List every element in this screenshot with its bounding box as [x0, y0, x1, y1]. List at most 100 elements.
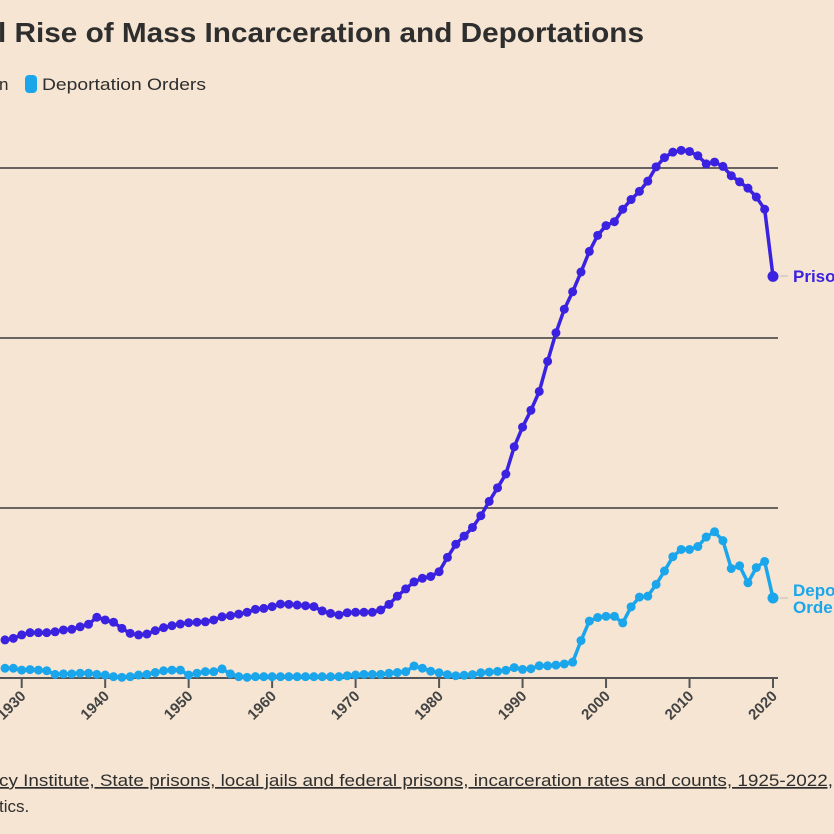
data-point	[501, 469, 511, 479]
series-end-label-deportation-line2: Orde	[793, 598, 833, 617]
data-point	[134, 630, 144, 640]
series-end-label-prison: Priso	[793, 267, 834, 286]
data-point	[309, 672, 319, 682]
series-line	[4, 148, 775, 642]
data-point	[8, 633, 18, 643]
data-point	[493, 483, 503, 493]
data-point	[75, 622, 85, 632]
source-text: tics.	[0, 797, 29, 816]
data-point	[275, 599, 285, 609]
data-point	[309, 602, 319, 612]
data-point	[643, 176, 653, 186]
data-point	[225, 611, 235, 621]
data-point	[551, 660, 561, 670]
data-point	[551, 328, 561, 338]
data-point	[392, 668, 402, 678]
series-deportation	[0, 527, 779, 682]
data-point	[50, 627, 60, 637]
data-point	[200, 617, 210, 627]
data-point	[367, 669, 377, 679]
x-tick-label: 1980	[411, 688, 447, 724]
data-point	[217, 612, 227, 622]
data-point	[609, 217, 619, 227]
series-prison	[0, 145, 779, 645]
data-point	[701, 532, 711, 542]
data-point	[159, 623, 169, 633]
data-point	[534, 386, 544, 396]
data-point	[192, 668, 202, 678]
data-point	[760, 556, 770, 566]
data-point	[501, 665, 511, 675]
data-point	[426, 571, 436, 581]
data-point	[67, 624, 77, 634]
x-tick-label: 1940	[77, 688, 113, 724]
data-point	[234, 609, 244, 619]
x-tick-label: 2000	[578, 688, 614, 724]
data-point	[342, 608, 352, 618]
data-point	[609, 611, 619, 621]
data-point	[209, 615, 219, 625]
data-point	[250, 672, 260, 682]
data-point	[568, 287, 578, 297]
data-point	[0, 663, 10, 673]
data-point	[326, 608, 336, 618]
data-point	[442, 670, 452, 680]
data-point	[326, 672, 336, 682]
data-point	[376, 669, 386, 679]
data-point	[342, 671, 352, 681]
data-point	[409, 577, 419, 587]
data-point	[634, 186, 644, 196]
data-point	[351, 670, 361, 680]
x-axis: 1930 1940 1950 1960 1970 1980 1990 2000 2010 2020	[0, 677, 781, 724]
data-point	[751, 192, 761, 202]
data-point	[576, 267, 586, 277]
data-point	[225, 669, 235, 679]
data-point	[109, 672, 119, 682]
legend-label-deportation: Deportation Orders	[42, 75, 206, 94]
data-point	[484, 496, 494, 506]
data-point	[351, 607, 361, 617]
data-point	[543, 356, 553, 366]
data-point	[159, 666, 169, 676]
data-point	[518, 422, 528, 432]
data-point	[125, 672, 135, 682]
data-point	[543, 661, 553, 671]
data-point	[175, 665, 185, 675]
data-point	[484, 667, 494, 677]
data-point	[534, 661, 544, 671]
data-point	[618, 618, 628, 628]
data-point	[42, 628, 52, 638]
data-point	[209, 667, 219, 677]
data-point	[710, 527, 720, 537]
data-point	[701, 159, 711, 169]
data-point	[718, 536, 728, 546]
data-point	[242, 607, 252, 617]
x-tick-label: 1990	[495, 688, 531, 724]
data-point	[618, 204, 628, 214]
source-link[interactable]: cy Institute, State prisons, local jails…	[0, 771, 833, 790]
data-point	[576, 636, 586, 646]
data-point	[117, 672, 127, 682]
data-point	[25, 628, 35, 638]
data-point	[467, 670, 477, 680]
data-point	[67, 669, 77, 679]
data-point	[693, 542, 703, 552]
data-point	[601, 221, 611, 231]
data-point	[476, 668, 486, 678]
data-point	[217, 664, 227, 674]
data-point	[267, 602, 277, 612]
data-point	[259, 603, 269, 613]
data-point	[685, 146, 695, 156]
data-point	[735, 561, 745, 571]
data-point	[33, 628, 43, 638]
data-point	[17, 665, 27, 675]
data-point	[726, 564, 736, 574]
data-point	[417, 573, 427, 583]
data-point	[8, 663, 18, 673]
data-point	[142, 629, 152, 639]
data-point	[476, 511, 486, 521]
data-point	[17, 630, 27, 640]
data-point	[317, 672, 327, 682]
series-group	[0, 145, 779, 682]
